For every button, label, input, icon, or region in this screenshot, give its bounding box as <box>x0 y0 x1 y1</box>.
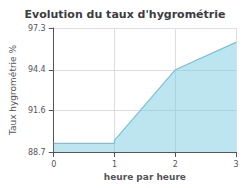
svg-text:91.6: 91.6 <box>28 106 46 115</box>
svg-text:Taux hygrométrie %: Taux hygrométrie % <box>8 44 18 136</box>
svg-text:88.7: 88.7 <box>28 148 46 157</box>
svg-text:0: 0 <box>51 160 56 169</box>
svg-text:1: 1 <box>112 160 117 169</box>
svg-text:3: 3 <box>233 160 238 169</box>
svg-text:97.3: 97.3 <box>28 24 46 33</box>
svg-text:Evolution du taux d'hygrométri: Evolution du taux d'hygrométrie <box>25 8 226 21</box>
svg-text:94.4: 94.4 <box>28 65 46 74</box>
svg-text:heure par heure: heure par heure <box>104 172 186 182</box>
svg-text:2: 2 <box>173 160 178 169</box>
